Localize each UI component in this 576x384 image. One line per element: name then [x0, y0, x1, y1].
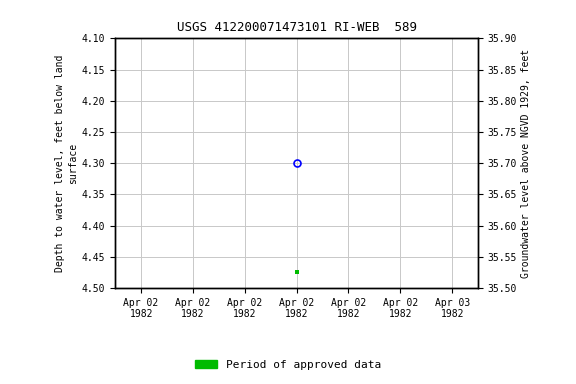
Legend: Period of approved data: Period of approved data [191, 356, 385, 375]
Y-axis label: Depth to water level, feet below land
surface: Depth to water level, feet below land su… [55, 55, 78, 272]
Y-axis label: Groundwater level above NGVD 1929, feet: Groundwater level above NGVD 1929, feet [521, 49, 531, 278]
Title: USGS 412200071473101 RI-WEB  589: USGS 412200071473101 RI-WEB 589 [177, 22, 416, 35]
